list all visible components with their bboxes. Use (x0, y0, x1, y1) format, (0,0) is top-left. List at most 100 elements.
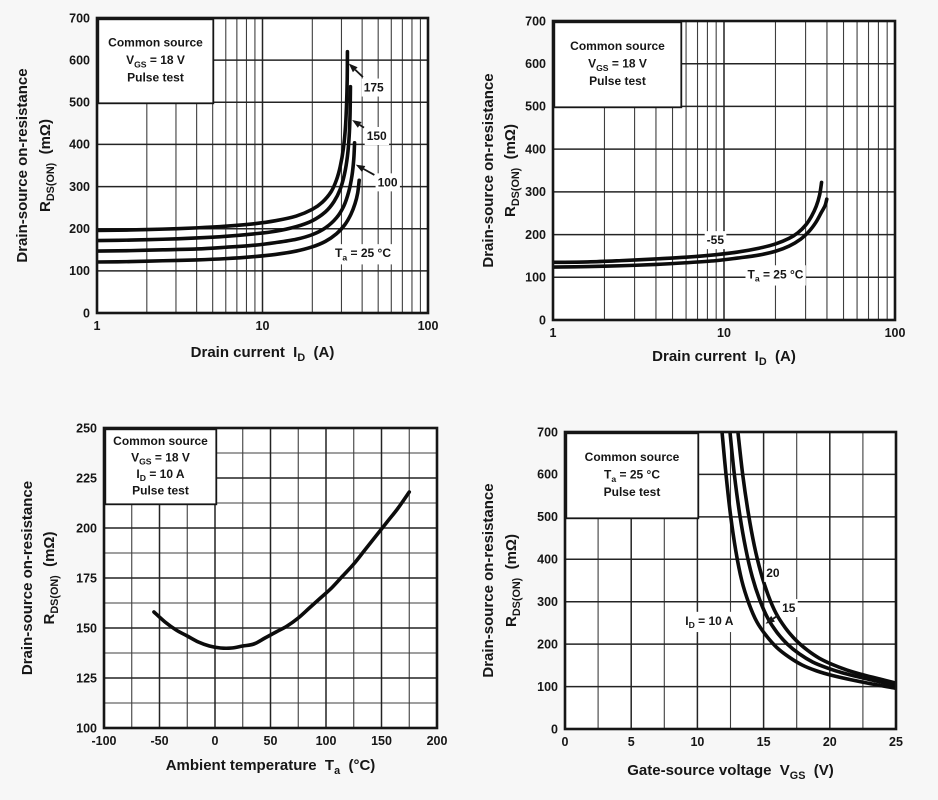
x-tick-label: 1 (94, 319, 101, 333)
y-tick-label: 700 (525, 14, 546, 28)
x-tick-label: 200 (427, 734, 448, 748)
curve-label: Ta = 25 °C (747, 267, 803, 283)
annotation-arrow (359, 124, 365, 129)
y-tick-label: 150 (76, 621, 97, 635)
y-axis-title-line2: RDS(ON) (mΩ) (41, 532, 61, 625)
conditions-line: VGS = 18 V (131, 450, 190, 466)
y-axis-title-line1: Drain-source on-resistance (480, 483, 497, 677)
x-tick-label: 150 (371, 734, 392, 748)
annotation-arrow (363, 168, 375, 176)
y-axis-title-line2: RDS(ON) (mΩ) (37, 119, 57, 212)
curve-ID-15A (728, 432, 897, 688)
y-tick-label: 400 (525, 142, 546, 156)
conditions-line: Pulse test (589, 74, 646, 88)
x-axis-title: Ambient temperature Ta (°C) (166, 757, 376, 777)
label-backplate (780, 599, 798, 618)
y-tick-label: 100 (525, 271, 546, 285)
plot-frame (95, 16, 430, 315)
label-backplate (745, 265, 806, 286)
x-tick-label: 10 (717, 326, 731, 340)
y-tick-label: 0 (539, 313, 546, 327)
x-tick-label: 1 (550, 326, 557, 340)
y-tick-label: 250 (76, 421, 97, 435)
y-tick-label: 200 (525, 228, 546, 242)
y-tick-label: 200 (537, 637, 558, 651)
curve-Ta-175C (96, 49, 350, 233)
x-tick-label: 0 (212, 734, 219, 748)
y-tick-label: 400 (537, 553, 558, 567)
y-tick-label: 600 (69, 53, 90, 67)
conditions-line: ID = 10 A (136, 467, 184, 483)
y-tick-label: 200 (69, 222, 90, 236)
y-tick-label: 0 (551, 722, 558, 736)
y-tick-label: 700 (69, 11, 90, 25)
conditions-line: VGS = 18 V (588, 57, 647, 73)
curve-Ta-25C (552, 197, 829, 269)
y-tick-label: 500 (69, 96, 90, 110)
conditions-box (553, 21, 683, 109)
y-tick-label: 400 (69, 138, 90, 152)
y-axis-title-line2: RDS(ON) (mΩ) (502, 124, 522, 217)
y-axis-title-line1: Drain-source on-resistance (19, 481, 36, 675)
annotation-arrowhead (352, 119, 362, 128)
x-axis-title: Drain current ID (A) (652, 348, 796, 368)
curve-Ta-100C (96, 140, 357, 253)
curve-label: -55 (707, 233, 725, 247)
curve-label: 175 (364, 81, 384, 95)
conditions-line: Pulse test (604, 485, 661, 499)
x-tick-label: 100 (418, 319, 439, 333)
x-tick-label: 100 (316, 734, 337, 748)
y-tick-label: 125 (76, 671, 97, 685)
curve-label: 100 (378, 175, 398, 189)
x-tick-label: 10 (690, 735, 704, 749)
curve-ID-10A (720, 432, 897, 691)
label-backplate (704, 231, 727, 250)
chart-rdson-vs-drain-current-high-temp: Common source VGS = 18 V Pulse test 175 150 1… (14, 11, 439, 364)
y-tick-label: 175 (76, 571, 97, 585)
x-tick-label: 15 (757, 735, 771, 749)
curves (720, 432, 897, 691)
y-tick-label: 500 (525, 100, 546, 114)
x-tick-label: 20 (823, 735, 837, 749)
plot-frame (551, 19, 897, 322)
label-backplate (333, 244, 394, 265)
conditions-line: VGS = 18 V (126, 53, 185, 69)
curves (552, 180, 829, 269)
x-tick-label: 100 (885, 326, 906, 340)
annotation-arrow (354, 69, 364, 78)
x-tick-label: 5 (628, 735, 635, 749)
conditions-line: Common source (570, 39, 665, 53)
label-backplate (361, 78, 387, 97)
y-tick-label: 300 (525, 185, 546, 199)
plot-frame (563, 430, 898, 731)
y-tick-label: 200 (76, 521, 97, 535)
conditions-line: Common source (108, 36, 203, 50)
curve-label: 150 (367, 129, 387, 143)
x-tick-label: 0 (562, 735, 569, 749)
annotation-arrowhead (765, 615, 775, 624)
curve-Ta-150C (96, 84, 353, 243)
label-backplate (375, 173, 400, 192)
annotation-arrowhead (355, 164, 366, 172)
curves (152, 490, 412, 651)
y-tick-label: 700 (537, 425, 558, 439)
label-backplate (683, 611, 736, 633)
y-tick-label: 300 (69, 180, 90, 194)
x-tick-label: 25 (889, 735, 903, 749)
y-tick-label: 500 (537, 510, 558, 524)
conditions-box (565, 432, 700, 520)
curve-label: 15 (782, 601, 796, 615)
y-tick-label: 100 (69, 264, 90, 278)
curve-Ta-25C (96, 178, 362, 264)
curve-Ta-minus55C (552, 180, 824, 265)
curve-label: ID = 10 A (685, 614, 733, 630)
plot-frame (102, 426, 439, 730)
label-backplate (764, 563, 782, 582)
curve-ID-20A (736, 432, 897, 685)
curve-rdson-vs-ta (152, 490, 412, 651)
curve-label: Ta = 25 °C (335, 246, 391, 262)
y-tick-label: 600 (525, 57, 546, 71)
x-tick-label: 50 (264, 734, 278, 748)
y-tick-label: 0 (83, 306, 90, 320)
